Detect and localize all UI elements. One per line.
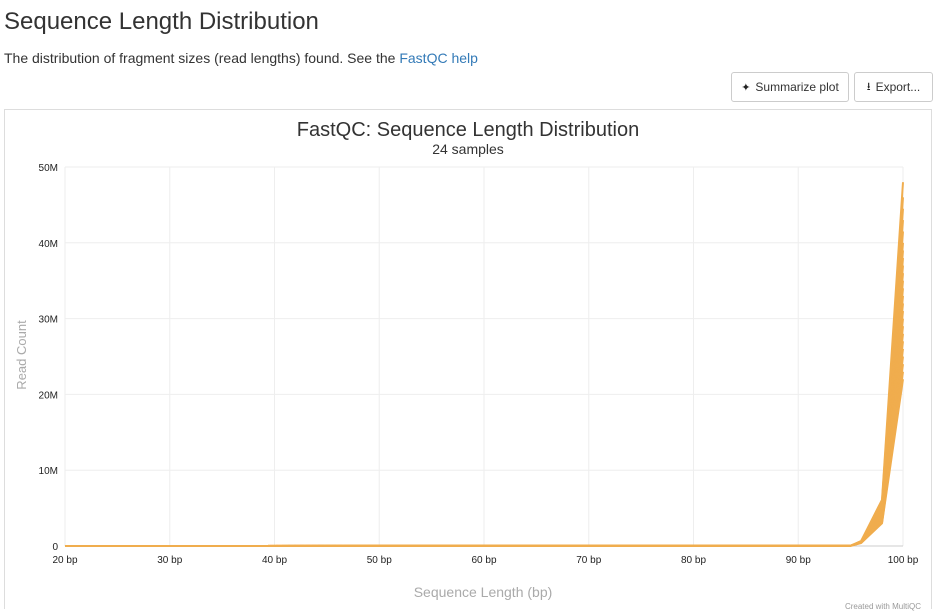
- y-tick-label: 0: [52, 542, 58, 553]
- page-description: The distribution of fragment sizes (read…: [4, 50, 478, 66]
- y-tick-label: 50M: [39, 163, 58, 174]
- fastqc-help-link[interactable]: FastQC help: [399, 50, 478, 66]
- x-tick-label: 100 bp: [888, 555, 919, 566]
- description-text: The distribution of fragment sizes (read…: [4, 50, 400, 66]
- page-title: Sequence Length Distribution: [4, 8, 319, 35]
- export-label: Export...: [875, 80, 921, 94]
- x-tick-label: 30 bp: [157, 555, 182, 566]
- x-tick-label: 90 bp: [786, 555, 811, 566]
- y-tick-label: 10M: [39, 466, 58, 477]
- chart-subtitle: 24 samples: [432, 141, 504, 157]
- x-tick-label: 70 bp: [576, 555, 601, 566]
- x-tick-label: 50 bp: [367, 555, 392, 566]
- export-button[interactable]: ⭳ Export...: [854, 72, 933, 102]
- chart-title: FastQC: Sequence Length Distribution: [297, 119, 639, 141]
- y-tick-label: 40M: [39, 239, 58, 250]
- x-tick-label: 40 bp: [262, 555, 287, 566]
- multiqc-credit: Created with MultiQC: [844, 602, 921, 611]
- x-axis-title: Sequence Length (bp): [414, 584, 553, 600]
- x-tick-label: 80 bp: [681, 555, 706, 566]
- plot-container: FastQC: Sequence Length Distribution 24 …: [4, 109, 932, 611]
- x-tick-label: 20 bp: [52, 555, 77, 566]
- y-tick-label: 20M: [39, 390, 58, 401]
- download-icon: ⭳: [866, 80, 871, 93]
- sequence-length-chart[interactable]: FastQC: Sequence Length Distribution 24 …: [5, 110, 931, 606]
- summarize-plot-label: Summarize plot: [755, 80, 839, 94]
- y-tick-label: 30M: [39, 315, 58, 326]
- summarize-plot-button[interactable]: ✦ Summarize plot: [731, 72, 849, 102]
- y-axis-title: Read Count: [14, 320, 29, 390]
- series-line-24[interactable]: [64, 182, 904, 547]
- x-tick-label: 60 bp: [471, 555, 496, 566]
- sparkle-icon: ✦: [741, 81, 751, 94]
